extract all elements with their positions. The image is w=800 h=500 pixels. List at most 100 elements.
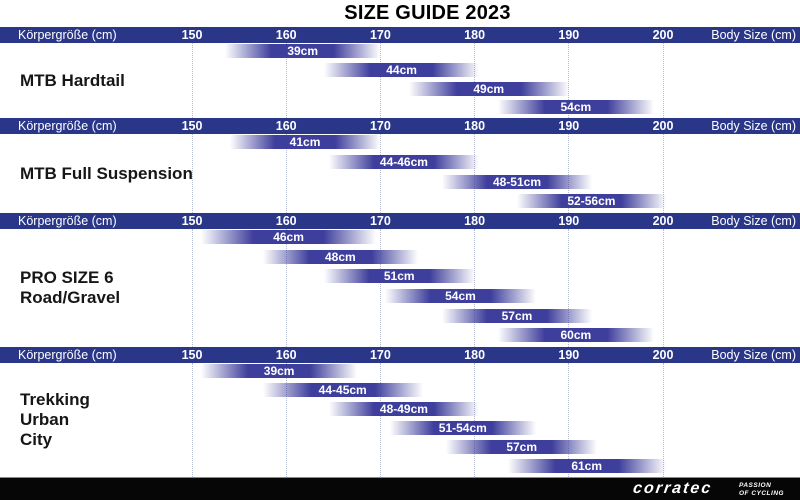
section-label-line: Trekking bbox=[20, 390, 90, 409]
gridline bbox=[379, 229, 381, 347]
gridline bbox=[191, 363, 193, 477]
size-range-bar: 44cm bbox=[323, 62, 480, 77]
axis-left-label: Körpergröße (cm) bbox=[18, 348, 117, 362]
gridline bbox=[662, 43, 664, 118]
size-range-bar: 46cm bbox=[201, 230, 376, 244]
axis-tick-label: 190 bbox=[558, 214, 580, 228]
axis-header-bar: Körpergröße (cm) 150 160 170 180 190 200 Body S… bbox=[0, 118, 800, 134]
frame-size-label: 44-46cm bbox=[379, 154, 428, 169]
axis-header-bar: Körpergröße (cm) 150 160 170 180 190 200 Body S… bbox=[0, 347, 800, 363]
page-title: SIZE GUIDE 2023 bbox=[344, 2, 511, 24]
axis-tick-label: 150 bbox=[181, 348, 203, 362]
size-range-bar: 39cm bbox=[201, 364, 357, 378]
frame-size-label: 49cm bbox=[473, 81, 505, 96]
gridline bbox=[379, 134, 381, 213]
axis-tick-label: 180 bbox=[464, 28, 486, 42]
section-label-line: MTB Hardtail bbox=[20, 70, 125, 90]
frame-size-label: 52-56cm bbox=[567, 194, 616, 209]
axis-left-label: Körpergröße (cm) bbox=[18, 119, 117, 133]
size-range-bar: 48-49cm bbox=[328, 402, 480, 416]
section-label-line: Road/Gravel bbox=[20, 288, 121, 307]
gridline bbox=[662, 363, 664, 477]
size-range-bar: 44-45cm bbox=[262, 383, 423, 397]
frame-size-label: 51-54cm bbox=[438, 421, 487, 435]
gridline bbox=[662, 229, 664, 347]
size-range-bar: 60cm bbox=[498, 328, 654, 343]
size-range-bar: 61cm bbox=[507, 459, 666, 473]
size-range-bar: 48cm bbox=[262, 249, 419, 264]
frame-size-label: 60cm bbox=[560, 328, 592, 343]
axis-tick-label: 160 bbox=[275, 214, 297, 228]
size-range-bar: 52-56cm bbox=[516, 194, 666, 209]
axis-right-label: Body Size (cm) bbox=[711, 214, 796, 228]
gridline bbox=[568, 134, 570, 213]
footer-bar: corratec PASSION OF CYCLING bbox=[0, 477, 800, 500]
size-range-bar: 39cm bbox=[224, 44, 381, 58]
axis-left-label: Körpergröße (cm) bbox=[18, 28, 117, 42]
axis-tick-label: 190 bbox=[558, 119, 580, 133]
gridline bbox=[191, 43, 193, 118]
axis-header-bar: Körpergröße (cm) 150 160 170 180 190 200 Body S… bbox=[0, 213, 800, 229]
gridline bbox=[191, 229, 193, 347]
frame-size-label: 57cm bbox=[506, 440, 538, 454]
section-label: MTB Full Suspension bbox=[20, 164, 193, 184]
frame-size-label: 44cm bbox=[386, 62, 417, 77]
frame-size-label: 39cm bbox=[263, 364, 295, 378]
frame-size-label: 48-51cm bbox=[492, 174, 541, 189]
axis-header-bar: Körpergröße (cm) 150 160 170 180 190 200 Body S… bbox=[0, 27, 800, 43]
gridline bbox=[285, 229, 287, 347]
frame-size-label: 61cm bbox=[571, 459, 603, 473]
axis-tick-label: 170 bbox=[369, 28, 391, 42]
gridline bbox=[285, 43, 287, 118]
size-range-bar: 57cm bbox=[441, 308, 593, 323]
size-range-bar: 41cm bbox=[229, 135, 381, 149]
corratec-logo: corratec bbox=[631, 480, 714, 497]
axis-tick-label: 150 bbox=[181, 28, 203, 42]
frame-size-label: 57cm bbox=[501, 308, 533, 323]
section-label-line: PRO SIZE 6 bbox=[20, 268, 114, 287]
gridline bbox=[474, 363, 476, 477]
size-range-bar: 48-51cm bbox=[441, 174, 593, 189]
axis-left-label: Körpergröße (cm) bbox=[18, 214, 117, 228]
section-label: Trekking Urban City bbox=[20, 390, 90, 450]
axis-tick-label: 200 bbox=[652, 214, 674, 228]
axis-tick-label: 170 bbox=[369, 348, 391, 362]
axis-tick-label: 180 bbox=[464, 214, 486, 228]
frame-size-label: 48cm bbox=[325, 249, 356, 264]
section-label: MTB Hardtail bbox=[20, 71, 125, 91]
axis-tick-label: 180 bbox=[464, 348, 486, 362]
axis-tick-label: 200 bbox=[652, 348, 674, 362]
frame-size-label: 41cm bbox=[289, 135, 321, 149]
section-label-line: City bbox=[20, 430, 53, 449]
gridline bbox=[285, 363, 287, 477]
gridline bbox=[379, 363, 381, 477]
axis-tick-label: 180 bbox=[464, 119, 486, 133]
section-label-line: Urban bbox=[20, 410, 70, 429]
size-range-bar: 51-54cm bbox=[389, 421, 536, 435]
tagline-line2: OF CYCLING bbox=[739, 489, 785, 497]
section-label-line: MTB Full Suspension bbox=[20, 163, 193, 183]
axis-tick-label: 200 bbox=[652, 28, 674, 42]
axis-tick-label: 150 bbox=[181, 119, 203, 133]
axis-right-label: Body Size (cm) bbox=[711, 348, 796, 362]
axis-tick-label: 190 bbox=[558, 348, 580, 362]
axis-tick-label: 160 bbox=[275, 348, 297, 362]
axis-tick-label: 200 bbox=[652, 119, 674, 133]
gridline bbox=[568, 43, 570, 118]
axis-tick-label: 190 bbox=[558, 28, 580, 42]
frame-size-label: 54cm bbox=[445, 289, 476, 303]
gridline bbox=[474, 43, 476, 118]
gridline bbox=[191, 134, 193, 213]
axis-tick-label: 170 bbox=[369, 119, 391, 133]
size-range-bar: 44-46cm bbox=[328, 154, 480, 169]
gridline bbox=[474, 229, 476, 347]
gridline bbox=[379, 43, 381, 118]
gridline bbox=[474, 134, 476, 213]
size-range-bar: 49cm bbox=[408, 81, 569, 96]
size-range-bar: 57cm bbox=[446, 440, 598, 454]
frame-size-label: 48-49cm bbox=[379, 402, 428, 416]
size-range-bar: 51cm bbox=[323, 269, 475, 284]
size-range-bar: 54cm bbox=[385, 289, 536, 303]
frame-size-label: 44-45cm bbox=[318, 383, 367, 397]
